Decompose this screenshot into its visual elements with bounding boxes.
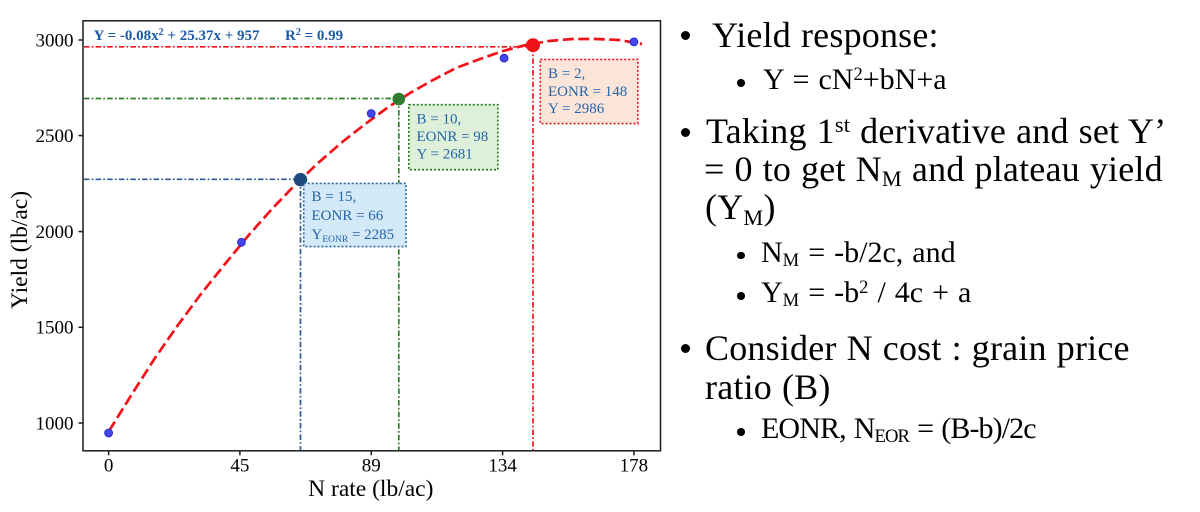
- svg-text:45: 45: [230, 455, 249, 476]
- svg-text:Y = 2986: Y = 2986: [548, 101, 605, 117]
- svg-text:B = 10,: B = 10,: [417, 112, 462, 128]
- svg-text:EONR = 148: EONR = 148: [548, 84, 627, 100]
- svg-text:B = 15,: B = 15,: [312, 189, 357, 205]
- svg-text:1500: 1500: [36, 318, 74, 339]
- svg-text:89: 89: [362, 455, 381, 476]
- svg-text:Yield (lb/ac): Yield (lb/ac): [7, 191, 33, 309]
- svg-text:B = 2,: B = 2,: [548, 66, 585, 82]
- svg-text:0: 0: [104, 455, 114, 476]
- svg-text:2000: 2000: [36, 222, 74, 243]
- svg-text:EONR = 66: EONR = 66: [312, 208, 384, 224]
- svg-text:N rate (lb/ac): N rate (lb/ac): [308, 476, 433, 502]
- svg-text:Y = 2681: Y = 2681: [417, 147, 473, 163]
- svg-text:134: 134: [488, 455, 517, 476]
- svg-text:R2 = 0.99: R2 = 0.99: [285, 27, 343, 44]
- svg-text:3000: 3000: [36, 30, 74, 51]
- svg-text:EONR = 98: EONR = 98: [417, 129, 489, 145]
- svg-text:1000: 1000: [36, 413, 74, 434]
- svg-text:Y = -0.08x2 + 25.37x + 957: Y = -0.08x2 + 25.37x + 957: [94, 27, 260, 44]
- svg-text:178: 178: [620, 455, 649, 476]
- svg-text:2500: 2500: [36, 126, 74, 147]
